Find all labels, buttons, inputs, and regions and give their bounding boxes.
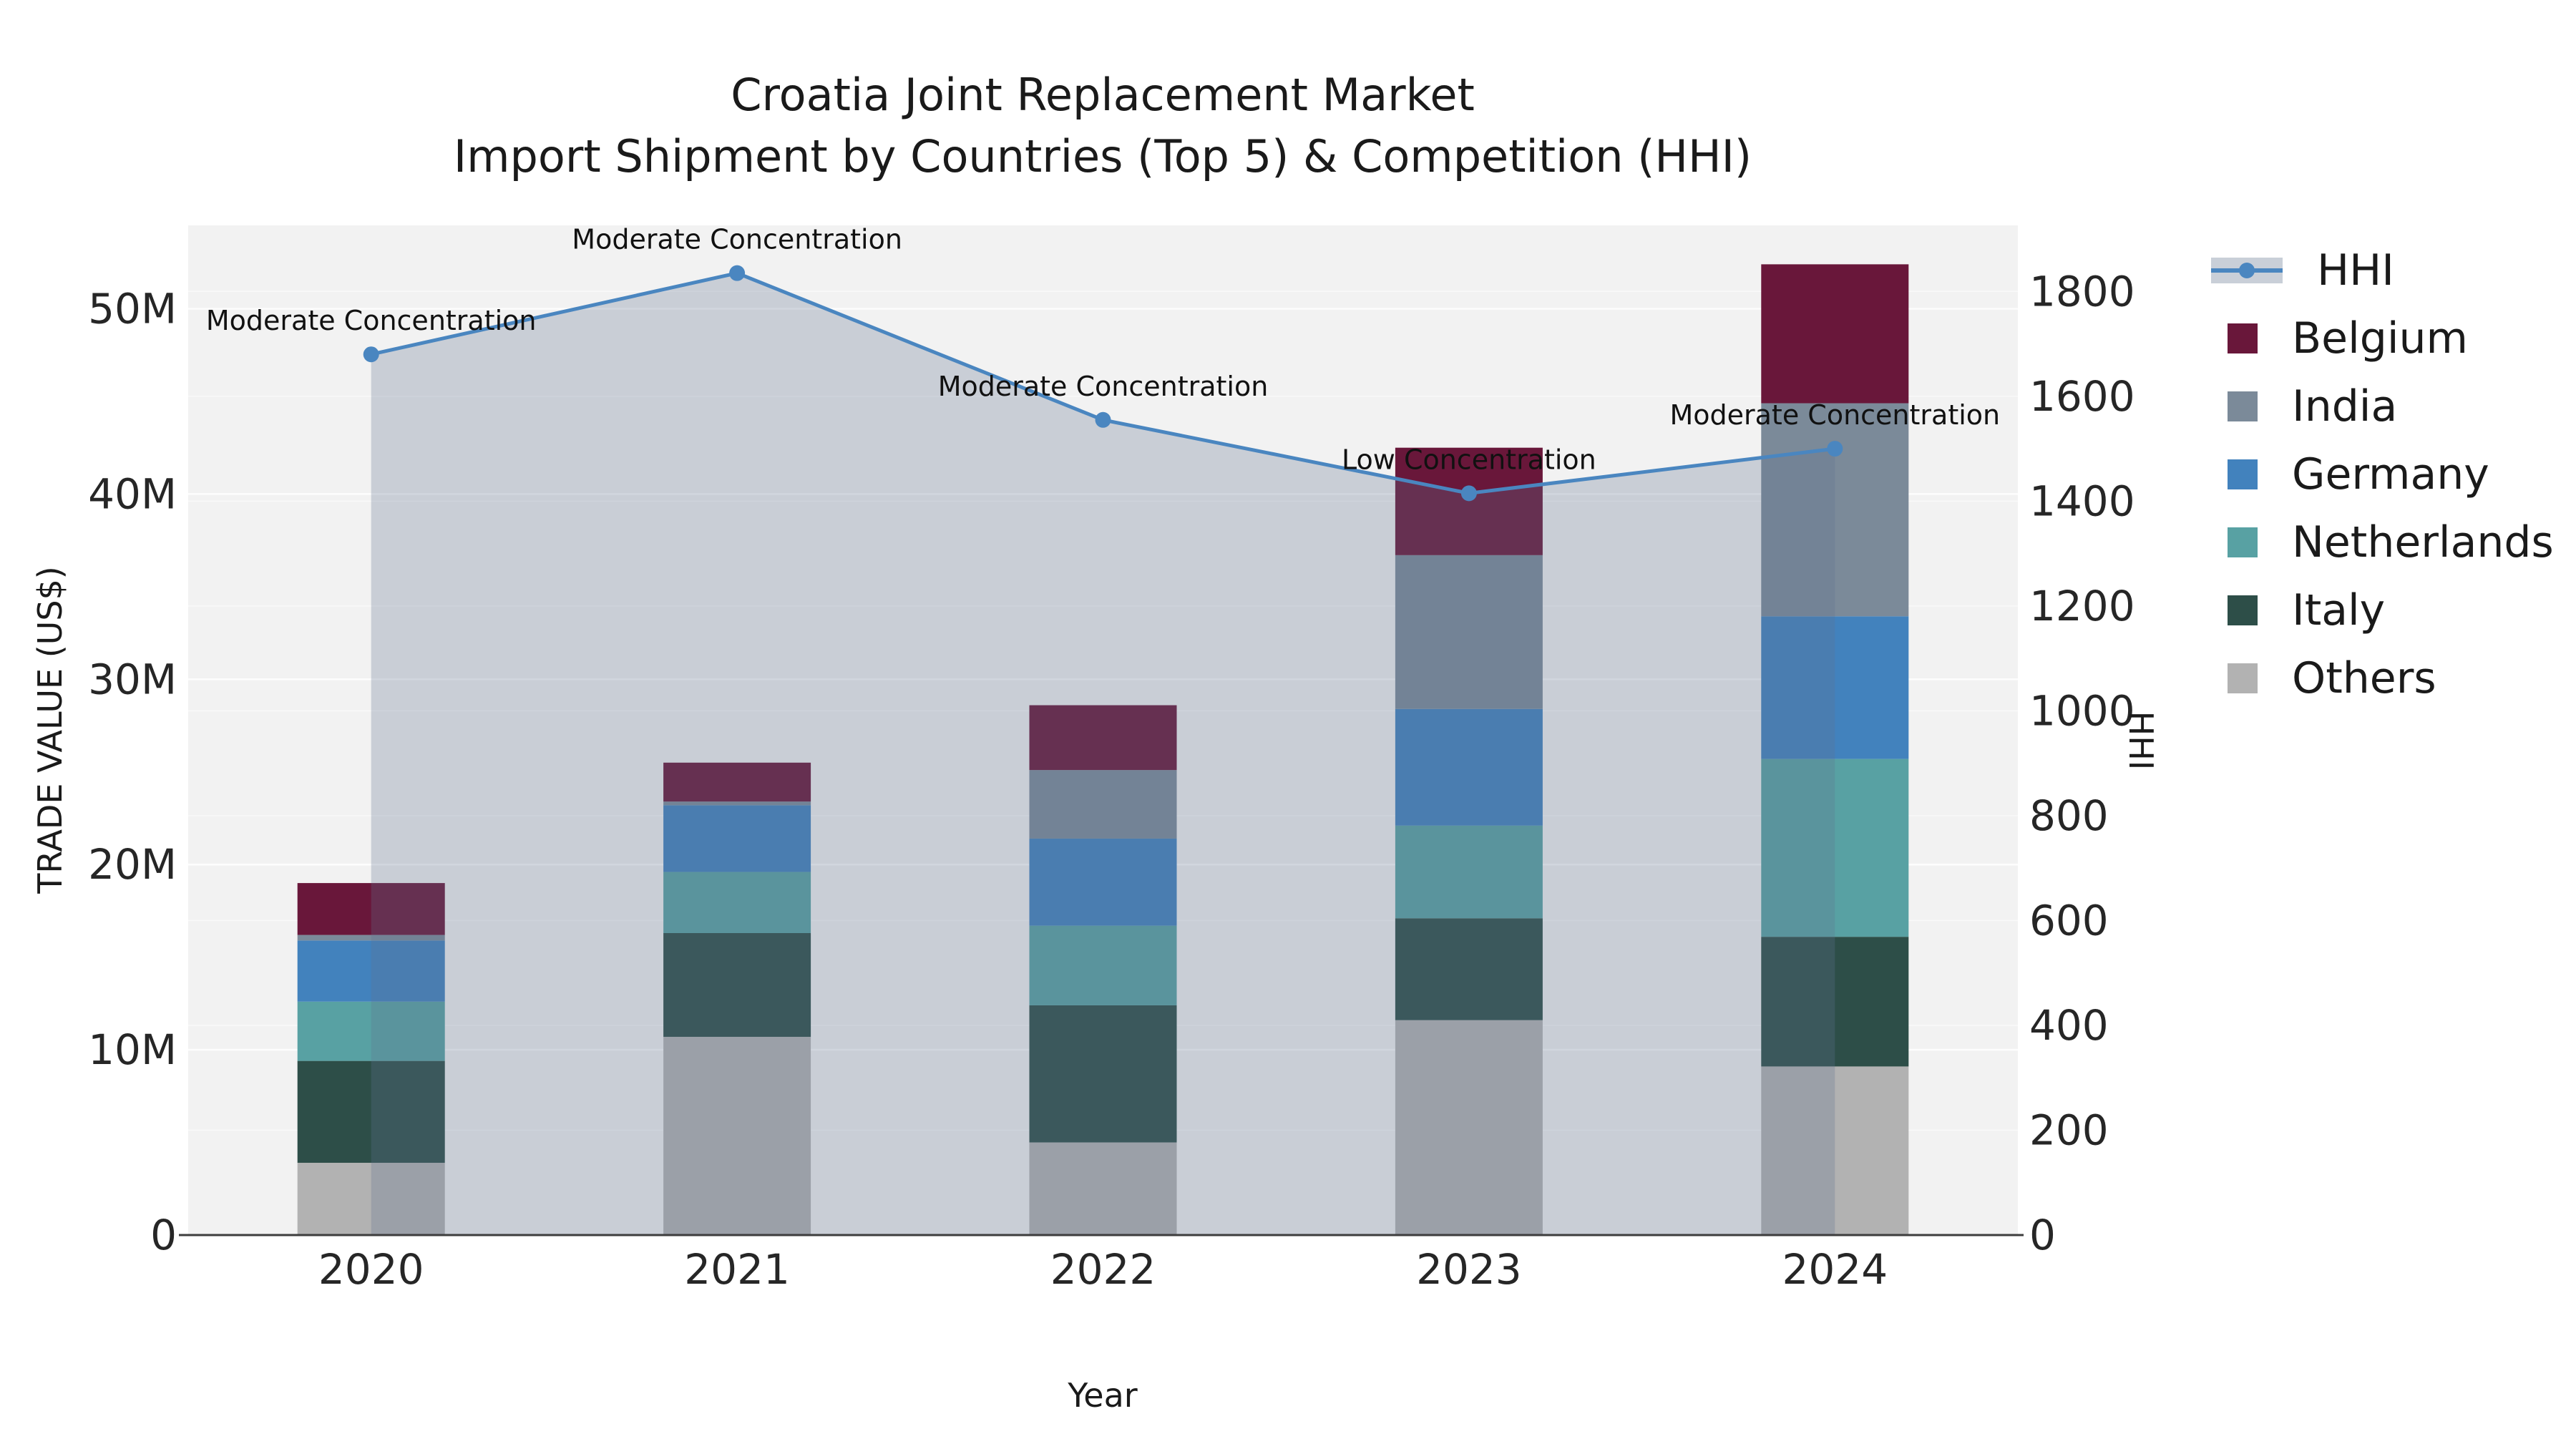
x-tick-2021: 2021 <box>684 1245 790 1294</box>
y2-tick-0: 0 <box>2029 1211 2056 1259</box>
annotation-2021: Moderate Concentration <box>572 224 902 255</box>
y-tick-0: 0 <box>150 1211 177 1259</box>
chart-title-line-1: Croatia Joint Replacement Market <box>731 69 1475 121</box>
legend-swatch-netherlands <box>2228 527 2258 557</box>
y-tick-30M: 30M <box>88 655 177 703</box>
legend-item-others: Others <box>2205 644 2574 712</box>
bar-segment-india-2021 <box>663 801 811 806</box>
bar-segment-germany-2020 <box>297 940 445 1002</box>
annotation-2023: Low Concentration <box>1342 444 1596 475</box>
annotation-2024: Moderate Concentration <box>1669 399 2000 431</box>
bar-segment-belgium-2020 <box>297 883 445 935</box>
bar-segment-italy-2024 <box>1761 937 1909 1067</box>
y2-tick-400: 400 <box>2029 1001 2109 1050</box>
x-tick-2024: 2024 <box>1782 1245 1888 1294</box>
y2-tick-1400: 1400 <box>2029 477 2135 525</box>
bar-segment-germany-2024 <box>1761 616 1909 759</box>
bar-segment-others-2022 <box>1029 1142 1177 1235</box>
bar-segment-netherlands-2020 <box>297 1001 445 1061</box>
annotation-2022: Moderate Concentration <box>938 371 1269 402</box>
y-tick-40M: 40M <box>88 469 177 518</box>
hhi-marker-2024 <box>1827 441 1843 457</box>
legend-item-italy: Italy <box>2205 576 2574 644</box>
y2-tick-200: 200 <box>2029 1106 2109 1154</box>
y-tick-20M: 20M <box>88 840 177 889</box>
y-tick-50M: 50M <box>88 285 177 333</box>
bar-segment-belgium-2024 <box>1761 264 1909 404</box>
bar-segment-belgium-2022 <box>1029 705 1177 771</box>
bar-segment-netherlands-2024 <box>1761 758 1909 937</box>
hhi-line-sample-icon <box>2211 256 2283 285</box>
bar-segment-netherlands-2023 <box>1395 825 1543 919</box>
hhi-area-fill <box>371 273 1835 1235</box>
x-tick-2023: 2023 <box>1416 1245 1522 1294</box>
legend-item-india: India <box>2205 372 2574 440</box>
bar-segment-india-2024 <box>1761 403 1909 617</box>
legend-label-hhi: HHI <box>2317 245 2394 296</box>
legend-item-belgium: Belgium <box>2205 304 2574 372</box>
legend-item-netherlands: Netherlands <box>2205 508 2574 576</box>
bar-segment-germany-2022 <box>1029 838 1177 926</box>
bar-segment-india-2023 <box>1395 555 1543 709</box>
legend-label-italy: Italy <box>2292 585 2386 635</box>
hhi-marker-2020 <box>363 346 379 363</box>
bar-segment-italy-2021 <box>663 932 811 1037</box>
legend-label-germany: Germany <box>2292 449 2489 499</box>
x-axis-title: Year <box>1068 1376 1138 1415</box>
y2-tick-1600: 1600 <box>2029 372 2135 421</box>
bar-segment-india-2020 <box>297 935 445 941</box>
y2-tick-1200: 1200 <box>2029 582 2135 630</box>
bar-segment-germany-2023 <box>1395 708 1543 826</box>
legend-item-hhi: HHI <box>2205 236 2574 304</box>
annotation-2020: Moderate Concentration <box>206 305 537 336</box>
bar-segment-netherlands-2021 <box>663 872 811 933</box>
y2-tick-800: 800 <box>2029 791 2109 840</box>
bar-segment-belgium-2021 <box>663 762 811 802</box>
bar-segment-italy-2023 <box>1395 918 1543 1020</box>
bar-segment-germany-2021 <box>663 805 811 872</box>
bar-segment-italy-2020 <box>297 1060 445 1163</box>
bar-segment-india-2022 <box>1029 770 1177 839</box>
x-tick-2022: 2022 <box>1050 1245 1156 1294</box>
legend-item-germany: Germany <box>2205 440 2574 508</box>
bar-segment-others-2021 <box>663 1036 811 1235</box>
y2-tick-1000: 1000 <box>2029 686 2135 735</box>
bar-segment-belgium-2023 <box>1395 447 1543 555</box>
bar-segment-netherlands-2022 <box>1029 925 1177 1005</box>
hhi-marker-2023 <box>1460 485 1477 502</box>
chart-title-line-2: Import Shipment by Countries (Top 5) & C… <box>453 130 1752 182</box>
y2-tick-1800: 1800 <box>2029 267 2135 316</box>
bar-segment-others-2020 <box>297 1163 445 1235</box>
legend-swatch-others <box>2228 663 2258 693</box>
x-tick-2020: 2020 <box>318 1245 424 1294</box>
legend-swatch-india <box>2228 391 2258 421</box>
bar-segment-others-2024 <box>1761 1066 1909 1235</box>
legend-label-others: Others <box>2292 653 2436 703</box>
bar-segment-italy-2022 <box>1029 1005 1177 1143</box>
legend-swatch-germany <box>2228 459 2258 489</box>
y2-tick-600: 600 <box>2029 896 2109 945</box>
legend-line-dot-icon <box>2239 262 2255 278</box>
bar-segment-others-2023 <box>1395 1020 1543 1235</box>
hhi-marker-2021 <box>729 265 746 281</box>
y-tick-10M: 10M <box>88 1025 177 1074</box>
legend-swatch-belgium <box>2228 323 2258 353</box>
legend-swatch-italy <box>2228 595 2258 625</box>
legend: HHI Belgium India Germany Netherlands Italy Ot… <box>2205 236 2574 712</box>
y-axis-title: TRADE VALUE (US$) <box>31 566 69 894</box>
hhi-marker-2022 <box>1095 411 1111 428</box>
legend-label-netherlands: Netherlands <box>2292 517 2554 567</box>
legend-label-india: India <box>2292 381 2398 431</box>
legend-label-belgium: Belgium <box>2292 313 2468 364</box>
y2-axis-title: HHI <box>2122 711 2160 771</box>
